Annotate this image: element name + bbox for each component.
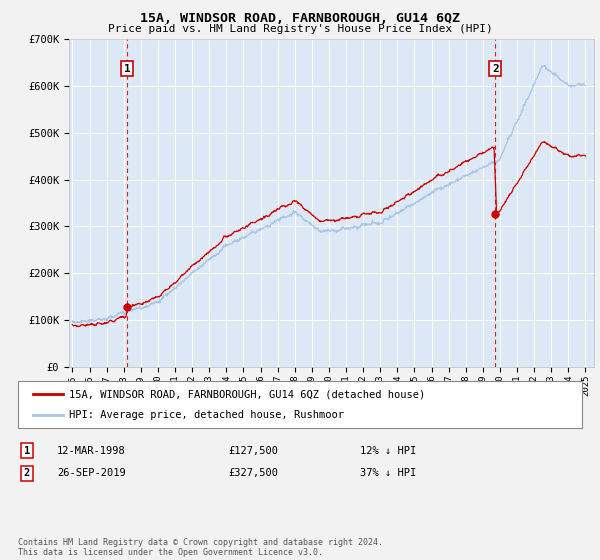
Text: 12% ↓ HPI: 12% ↓ HPI: [360, 446, 416, 456]
Text: 37% ↓ HPI: 37% ↓ HPI: [360, 468, 416, 478]
Text: 15A, WINDSOR ROAD, FARNBOROUGH, GU14 6QZ: 15A, WINDSOR ROAD, FARNBOROUGH, GU14 6QZ: [140, 12, 460, 25]
Text: Contains HM Land Registry data © Crown copyright and database right 2024.
This d: Contains HM Land Registry data © Crown c…: [18, 538, 383, 557]
Text: 1: 1: [124, 64, 131, 74]
Text: HPI: Average price, detached house, Rushmoor: HPI: Average price, detached house, Rush…: [69, 410, 344, 420]
Text: 2: 2: [24, 468, 30, 478]
Text: 26-SEP-2019: 26-SEP-2019: [57, 468, 126, 478]
Text: 12-MAR-1998: 12-MAR-1998: [57, 446, 126, 456]
Text: 15A, WINDSOR ROAD, FARNBOROUGH, GU14 6QZ (detached house): 15A, WINDSOR ROAD, FARNBOROUGH, GU14 6QZ…: [69, 389, 425, 399]
Text: £127,500: £127,500: [228, 446, 278, 456]
Text: 1: 1: [24, 446, 30, 456]
Text: Price paid vs. HM Land Registry's House Price Index (HPI): Price paid vs. HM Land Registry's House …: [107, 24, 493, 34]
Text: 2: 2: [492, 64, 499, 74]
Text: £327,500: £327,500: [228, 468, 278, 478]
